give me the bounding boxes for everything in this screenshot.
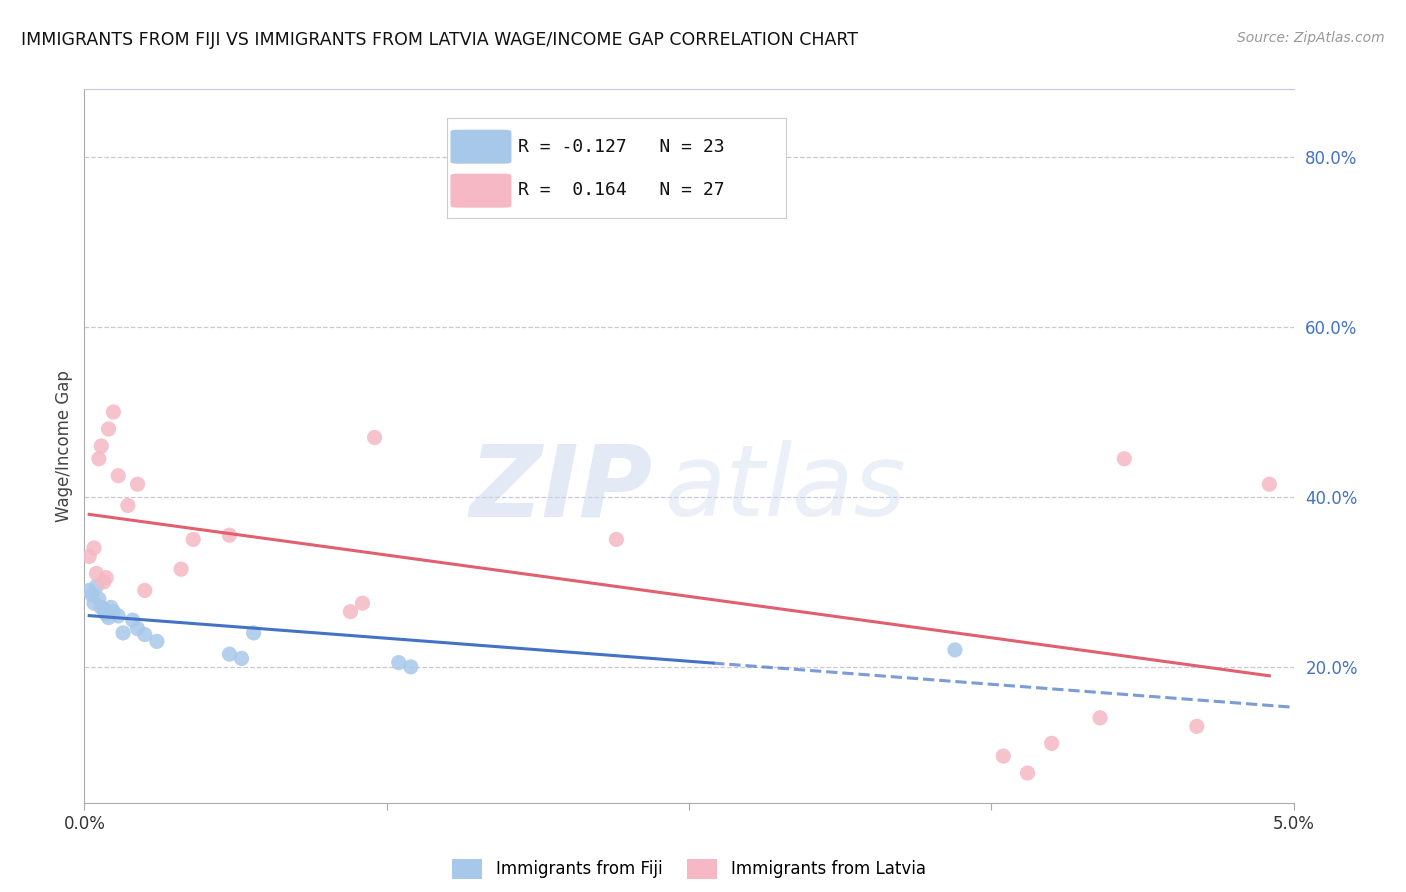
Text: atlas: atlas <box>665 441 907 537</box>
Point <box>112 626 135 640</box>
Point <box>80 588 103 602</box>
Point <box>100 600 122 615</box>
Point <box>90 600 112 615</box>
Point <box>943 643 966 657</box>
Text: Source: ZipAtlas.com: Source: ZipAtlas.com <box>1237 31 1385 45</box>
Point <box>86 566 108 581</box>
Point <box>127 477 149 491</box>
Point <box>218 528 240 542</box>
Point <box>93 602 115 616</box>
Point <box>134 627 156 641</box>
Point <box>218 647 240 661</box>
Point <box>1258 477 1281 491</box>
Point <box>231 651 253 665</box>
Point <box>1088 711 1111 725</box>
Point <box>107 468 129 483</box>
Point <box>1185 719 1208 733</box>
Point <box>77 549 100 564</box>
Point <box>993 749 1015 764</box>
Point <box>605 533 627 547</box>
Point <box>93 574 115 589</box>
Text: ZIP: ZIP <box>470 441 652 537</box>
Y-axis label: Wage/Income Gap: Wage/Income Gap <box>55 370 73 522</box>
Point <box>127 622 149 636</box>
Point <box>1017 766 1039 780</box>
Point <box>181 533 204 547</box>
Point <box>121 613 143 627</box>
Point <box>83 541 105 555</box>
Point <box>170 562 193 576</box>
Point <box>363 430 385 444</box>
Point <box>103 605 125 619</box>
Point <box>134 583 156 598</box>
Point <box>1040 736 1063 750</box>
Legend: Immigrants from Fiji, Immigrants from Latvia: Immigrants from Fiji, Immigrants from La… <box>444 850 934 888</box>
Point <box>87 591 110 606</box>
Point <box>97 610 120 624</box>
Point <box>97 422 120 436</box>
Point <box>77 583 100 598</box>
Point <box>388 656 411 670</box>
Point <box>83 596 105 610</box>
Point <box>242 626 264 640</box>
Point <box>87 451 110 466</box>
Point <box>103 405 125 419</box>
Point <box>399 660 422 674</box>
Point <box>339 605 361 619</box>
Point <box>352 596 374 610</box>
Text: IMMIGRANTS FROM FIJI VS IMMIGRANTS FROM LATVIA WAGE/INCOME GAP CORRELATION CHART: IMMIGRANTS FROM FIJI VS IMMIGRANTS FROM … <box>21 31 858 49</box>
Point <box>1114 451 1136 466</box>
Point <box>86 579 108 593</box>
Point <box>94 607 117 622</box>
Point <box>90 439 112 453</box>
Point <box>107 608 129 623</box>
Point <box>146 634 169 648</box>
Point <box>94 571 117 585</box>
Point <box>117 499 139 513</box>
